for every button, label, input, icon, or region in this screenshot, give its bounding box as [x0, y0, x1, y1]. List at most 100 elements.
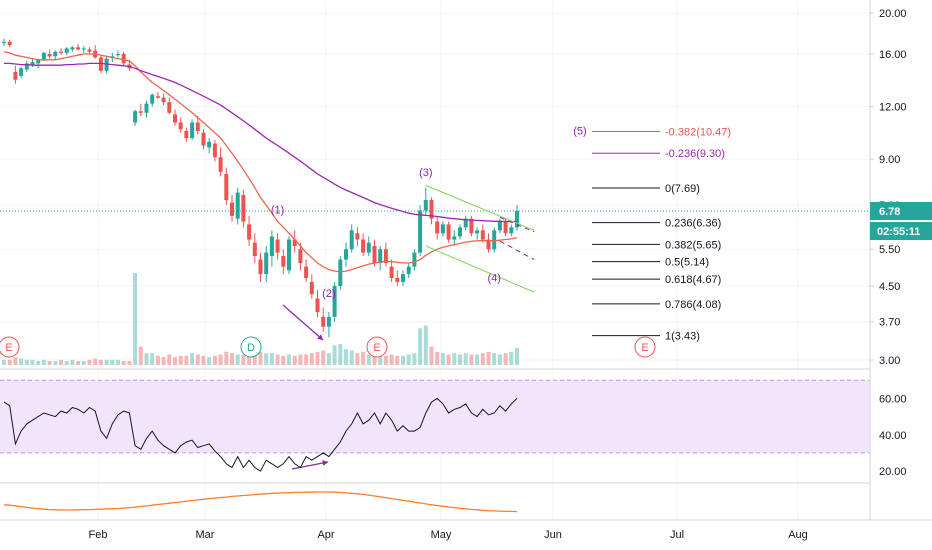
- candle-body: [378, 249, 383, 264]
- candle-body: [190, 122, 195, 139]
- volume-bar: [70, 359, 75, 365]
- last-price-label: 6.78: [879, 206, 900, 218]
- event-marker-circle: [240, 336, 262, 358]
- fib-level-label: 0.618(4.67): [665, 274, 721, 286]
- fib-level-label: 0.382(5.65): [665, 239, 721, 251]
- volume-bar: [435, 351, 440, 365]
- volume-bar: [304, 354, 309, 365]
- divergence-arrow-price: [282, 304, 324, 341]
- divergence-arrow-price-head: [317, 334, 323, 340]
- volume-bar: [344, 349, 348, 365]
- candle-body: [230, 202, 234, 216]
- volume-bar: [207, 357, 212, 365]
- volume-bar: [19, 358, 24, 365]
- candle-body: [287, 239, 291, 271]
- volume-bar: [480, 353, 485, 365]
- candle-body: [224, 174, 229, 201]
- candle-body: [150, 94, 155, 104]
- volume-bar: [36, 361, 41, 365]
- volume-bar: [30, 359, 35, 365]
- candle-body: [258, 259, 263, 275]
- candle-body: [64, 48, 69, 53]
- candle-body: [361, 239, 366, 253]
- volume-bar: [383, 355, 388, 365]
- countdown-label: 02:55:11: [877, 226, 920, 238]
- volume-bar: [2, 359, 6, 365]
- fib-level-label: -0.382(10.47): [665, 127, 731, 139]
- volume-bar: [184, 355, 189, 365]
- volume-bar: [395, 355, 400, 365]
- event-marker-letter: D: [247, 342, 255, 354]
- fib-level-label: -0.236(9.30): [665, 148, 725, 160]
- candle-body: [212, 143, 217, 158]
- candle-body: [264, 252, 269, 275]
- volume-bar: [401, 355, 405, 365]
- candle-body: [104, 58, 109, 71]
- candle-body: [167, 102, 172, 113]
- time-axis-label: May: [431, 529, 452, 541]
- volume-bar: [463, 353, 468, 365]
- volume-bar: [338, 343, 343, 365]
- volume-bar: [224, 351, 229, 365]
- projection-dashed-line: [499, 216, 535, 233]
- volume-bar: [235, 354, 240, 365]
- candle-body: [469, 218, 474, 234]
- candle-body: [463, 218, 468, 228]
- volume-bar: [98, 359, 103, 365]
- volume-bar: [332, 345, 337, 365]
- candle-body: [235, 192, 240, 219]
- volume-bar: [76, 361, 81, 365]
- candle-body: [178, 122, 183, 130]
- wave-label: (2): [322, 288, 335, 300]
- oscillator-line: [3, 491, 518, 513]
- candle-body: [281, 256, 286, 267]
- volume-bar: [212, 355, 217, 365]
- volume-bar: [429, 346, 434, 365]
- volume-bars: [2, 273, 519, 365]
- elliott-wave-labels: (1) (2) (3) (4) (5): [271, 126, 587, 300]
- volume-bar: [87, 359, 92, 365]
- volume-bar: [287, 354, 291, 365]
- volume-bar: [458, 354, 462, 365]
- candle-body: [207, 141, 212, 148]
- time-axis-label: Jun: [544, 529, 562, 541]
- candle-body: [41, 52, 46, 60]
- volume-bar: [144, 353, 149, 365]
- time-axis-label: Jul: [670, 529, 684, 541]
- time-axis-label: Aug: [788, 529, 808, 541]
- price-tick-label: 16.00: [879, 49, 907, 61]
- volume-bar: [161, 357, 166, 365]
- candle-body: [497, 221, 502, 231]
- candle-body: [201, 132, 206, 146]
- volume-bar: [326, 353, 331, 365]
- candle-body: [70, 47, 75, 50]
- volume-bar: [167, 354, 172, 365]
- channel-lower-line: [425, 245, 535, 293]
- rsi-tick-label: 60.00: [879, 393, 907, 405]
- candle-body: [218, 157, 223, 172]
- volume-bar: [349, 350, 354, 365]
- candle-body: [452, 236, 457, 240]
- candle-body: [173, 114, 177, 123]
- candle-body: [309, 281, 314, 295]
- candle-body: [252, 242, 257, 257]
- candle-body: [355, 233, 360, 240]
- candle-body: [24, 63, 29, 70]
- price-tick-label: 3.70: [879, 317, 900, 329]
- candle-body: [133, 111, 138, 123]
- volume-bar: [264, 353, 269, 365]
- volume-bar: [309, 353, 314, 365]
- candle-body: [53, 51, 58, 57]
- volume-bar: [190, 353, 195, 365]
- volume-bar: [47, 361, 52, 365]
- rsi-tick-label: 40.00: [879, 430, 907, 442]
- candle-body: [492, 230, 497, 250]
- candle-body: [7, 41, 12, 46]
- volume-bar: [497, 354, 502, 365]
- volume-bar: [230, 353, 234, 365]
- candle-body: [241, 194, 246, 222]
- candle-body: [98, 57, 103, 71]
- candle-body: [366, 242, 371, 253]
- wave-label: (3): [419, 167, 432, 179]
- candle-body: [440, 224, 445, 234]
